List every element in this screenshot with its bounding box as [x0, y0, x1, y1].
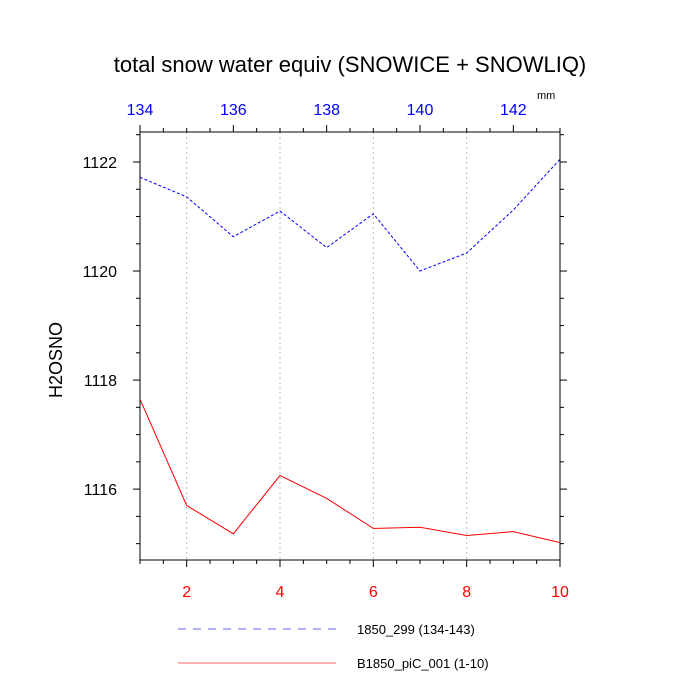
x-tick-label-bottom: 2: [182, 584, 191, 601]
x-tick-label-top: 134: [127, 102, 154, 119]
units-label: mm: [537, 90, 555, 102]
x-tick-label-bottom: 4: [276, 584, 285, 601]
x-tick-label-top: 142: [500, 102, 527, 119]
series-line: [139, 398, 561, 544]
y-tick-label: 1122: [83, 155, 118, 172]
x-tick-label-bottom: 6: [369, 584, 378, 601]
y-tick-label: 1120: [83, 264, 118, 281]
x-tick-label-top: 140: [407, 102, 434, 119]
legend-label: 1850_299 (134-143): [357, 622, 475, 637]
legend: 1850_299 (134-143) B1850_piC_001 (1-10): [178, 622, 489, 671]
y-tick-label: 1116: [84, 482, 117, 499]
chart-title: total snow water equiv (SNOWICE + SNOWLI…: [114, 52, 587, 77]
x-tick-label-bottom: 10: [551, 584, 569, 601]
plot-frame: [139, 131, 561, 561]
axes: 2 4 6 8 10 134 136 138 140 142 1116 1118 1120 1122: [83, 102, 569, 601]
legend-label: B1850_piC_001 (1-10): [357, 656, 489, 671]
y-axis-label: H2OSNO: [46, 322, 66, 398]
series-line: [139, 158, 561, 272]
y-tick-label: 1118: [84, 373, 117, 390]
x-tick-label-bottom: 8: [462, 584, 471, 601]
series-layer: [139, 158, 561, 544]
x-tick-label-top: 138: [313, 102, 340, 119]
x-tick-label-top: 136: [220, 102, 247, 119]
grid-lines: [186, 132, 468, 560]
